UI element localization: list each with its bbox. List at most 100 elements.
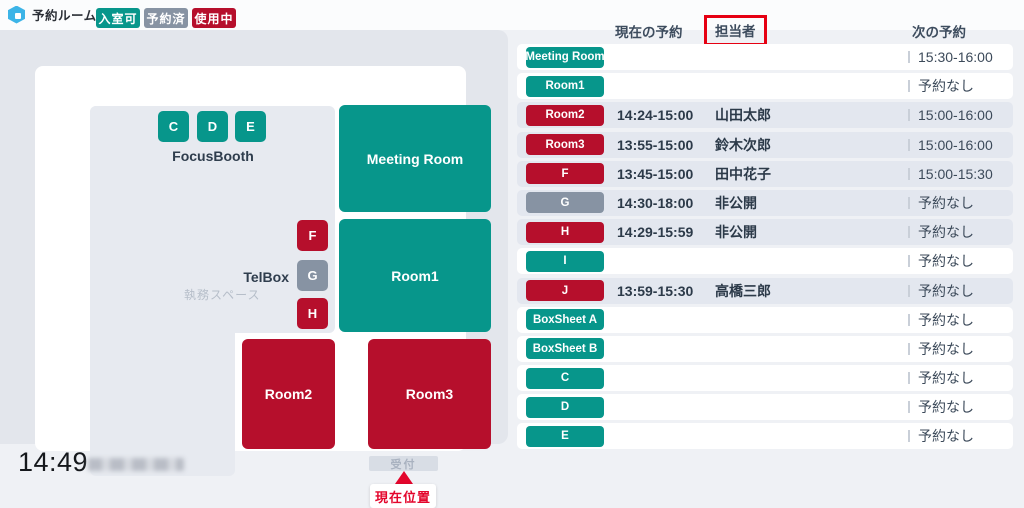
map-booth-H[interactable]: H	[297, 298, 328, 329]
next-reservation-divider	[908, 80, 910, 93]
next-reservation: 予約なし	[918, 399, 974, 416]
current-reservation-time: 13:55-15:00	[617, 136, 694, 153]
next-reservation: 15:00-16:00	[918, 107, 993, 124]
current-reservation-time: 13:59-15:30	[617, 282, 694, 299]
next-reservation: 予約なし	[918, 340, 974, 357]
app-logo: 予約ルームズ	[8, 5, 110, 24]
map-booth-C[interactable]: C	[158, 111, 189, 142]
next-reservation: 予約なし	[918, 311, 974, 328]
app-logo-icon	[8, 5, 25, 24]
table-row[interactable]: Room1 予約なし	[517, 73, 1013, 100]
table-row[interactable]: Room3 13:55-15:00 鈴木次郎 15:00-16:00	[517, 131, 1013, 158]
next-reservation-divider	[908, 284, 910, 297]
map-room-1[interactable]: Room1	[339, 219, 491, 332]
room-badge: H	[526, 221, 604, 243]
room-badge: Room1	[526, 75, 604, 97]
next-reservation-divider	[908, 255, 910, 268]
map-booth-F[interactable]: F	[297, 220, 328, 251]
current-location-tag: 現在位置	[370, 484, 436, 508]
next-reservation-divider	[908, 196, 910, 209]
current-location-arrow-icon	[395, 471, 413, 484]
next-reservation-divider	[908, 226, 910, 239]
legend-badge-in-use: 使用中	[192, 8, 236, 28]
next-reservation: 予約なし	[918, 194, 974, 211]
room-badge: E	[526, 425, 604, 447]
room-badge: J	[526, 280, 604, 301]
current-reservation-time: 14:24-15:00	[617, 107, 694, 124]
floor-map-card: C D E FocusBooth Meeting Room Room1 Room…	[35, 66, 491, 508]
table-row[interactable]: BoxSheet A 予約なし	[517, 306, 1013, 333]
next-reservation-divider	[908, 138, 910, 151]
owner-header-highlight-box: 担当者	[704, 15, 767, 46]
owner-name: 高橋三郎	[715, 282, 771, 299]
telbox-label: TelBox	[243, 269, 289, 285]
next-reservation-divider	[908, 430, 910, 443]
owner-name: 非公開	[715, 194, 757, 211]
room-badge: C	[526, 367, 604, 389]
table-row[interactable]: J 13:59-15:30 高橋三郎 予約なし	[517, 277, 1013, 304]
map-booth-G[interactable]: G	[297, 260, 328, 291]
current-reservation-time: 14:29-15:59	[617, 224, 694, 241]
table-row[interactable]: Meeting Room 15:30-16:00	[517, 44, 1013, 70]
table-row[interactable]: C 予約なし	[517, 365, 1013, 392]
table-row[interactable]: BoxSheet B 予約なし	[517, 335, 1013, 362]
map-room-2[interactable]: Room2	[242, 339, 335, 449]
current-reservation-time: 13:45-15:00	[617, 165, 694, 182]
floor-map-panel: C D E FocusBooth Meeting Room Room1 Room…	[0, 30, 508, 508]
office-space-label: 執務スペース	[184, 288, 261, 302]
office-zone-left	[90, 106, 235, 476]
next-reservation: 予約なし	[918, 370, 974, 387]
app-title: 予約ルームズ	[32, 9, 110, 23]
next-reservation-divider	[908, 342, 910, 355]
focus-booth-label: FocusBooth	[172, 148, 254, 164]
next-reservation-divider	[908, 372, 910, 385]
next-reservation-divider	[908, 401, 910, 414]
room-badge: Room2	[526, 104, 604, 126]
reservation-table: Meeting Room 15:30-16:00 Room1 予約なし Room2 14:…	[517, 44, 1013, 450]
table-row[interactable]: Room2 14:24-15:00 山田太郎 15:00-16:00	[517, 102, 1013, 129]
reception-label: 受付	[369, 456, 438, 471]
legend-badge-available: 入室可	[96, 8, 140, 28]
next-reservation-divider	[908, 167, 910, 180]
table-row[interactable]: I 予約なし	[517, 248, 1013, 275]
room-badge: BoxSheet A	[526, 309, 604, 331]
next-reservation: 予約なし	[918, 224, 974, 241]
room-badge: Room3	[526, 134, 604, 156]
table-row[interactable]: G 14:30-18:00 非公開 予約なし	[517, 189, 1013, 216]
next-reservation: 予約なし	[918, 78, 974, 95]
owner-name: 田中花子	[715, 165, 771, 182]
room-badge: BoxSheet B	[526, 338, 604, 360]
room-badge: I	[526, 250, 604, 272]
next-reservation: 15:00-16:00	[918, 136, 993, 153]
map-room-meeting[interactable]: Meeting Room	[339, 105, 491, 212]
owner-name: 鈴木次郎	[715, 136, 771, 153]
table-row[interactable]: E 予約なし	[517, 423, 1013, 450]
room-badge: D	[526, 396, 604, 418]
current-reservation-time: 14:30-18:00	[617, 194, 694, 211]
redacted-text	[88, 458, 184, 471]
column-header-current-reservation: 現在の予約	[615, 25, 683, 40]
legend-badge-reserved: 予約済	[144, 8, 188, 28]
next-reservation-divider	[908, 313, 910, 326]
next-reservation: 予約なし	[918, 253, 974, 270]
column-header-next-reservation: 次の予約	[912, 25, 966, 40]
table-row[interactable]: H 14:29-15:59 非公開 予約なし	[517, 219, 1013, 246]
map-room-3[interactable]: Room3	[368, 339, 491, 449]
column-header-owner: 担当者	[715, 24, 756, 39]
next-reservation: 予約なし	[918, 428, 974, 445]
clock: 14:49	[18, 447, 89, 477]
next-reservation-divider	[908, 109, 910, 122]
next-reservation: 15:30-16:00	[918, 49, 993, 65]
room-badge: F	[526, 163, 604, 185]
next-reservation: 予約なし	[918, 282, 974, 299]
map-booth-E[interactable]: E	[235, 111, 266, 142]
next-reservation-divider	[908, 51, 910, 63]
table-row[interactable]: F 13:45-15:00 田中花子 15:00-15:30	[517, 160, 1013, 187]
next-reservation: 15:00-15:30	[918, 165, 993, 182]
room-badge: G	[526, 192, 604, 214]
owner-name: 山田太郎	[715, 107, 771, 124]
map-booth-D[interactable]: D	[197, 111, 228, 142]
top-bar: 予約ルームズ 入室可 予約済 使用中	[0, 0, 1024, 30]
table-row[interactable]: D 予約なし	[517, 394, 1013, 421]
owner-name: 非公開	[715, 224, 757, 241]
